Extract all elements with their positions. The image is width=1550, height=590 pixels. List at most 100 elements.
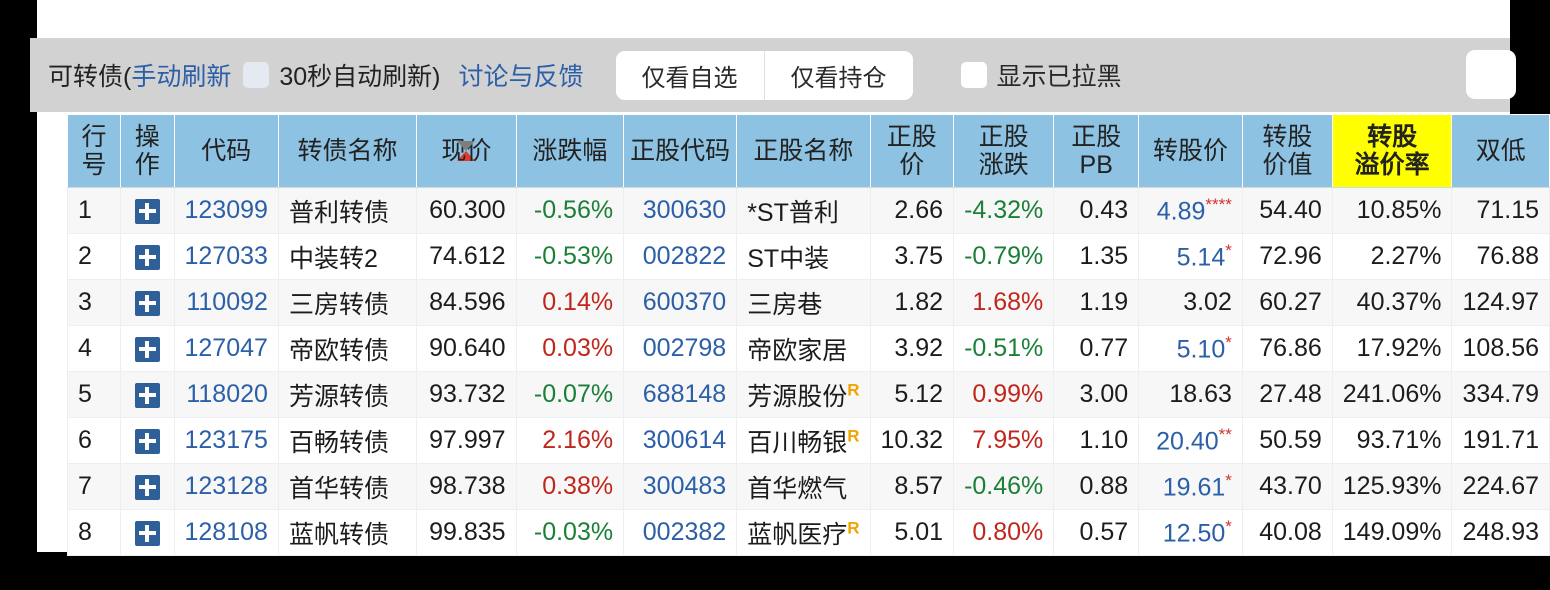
- table-row[interactable]: 7 123128 首华转债 98.738 0.38% 300483 首华燃气 8.57 -0.4…: [67, 463, 1550, 510]
- cell-change-pct: 0.38%: [515, 463, 625, 510]
- cell-conv-price[interactable]: 4.89****: [1138, 187, 1243, 234]
- col-header-price[interactable]: 现价: [416, 114, 517, 188]
- col-header-premium[interactable]: 转股 溢价率: [1331, 114, 1453, 188]
- plus-icon[interactable]: [134, 290, 160, 316]
- cell-rownum: 5: [67, 371, 121, 418]
- cell-action[interactable]: [120, 463, 175, 510]
- cell-premium: 40.37%: [1331, 279, 1453, 326]
- cell-stock-pb: 1.10: [1053, 417, 1140, 464]
- cell-change-pct: 0.14%: [515, 279, 625, 326]
- col-header-code[interactable]: 代码: [173, 114, 279, 188]
- plus-icon[interactable]: [134, 382, 160, 408]
- col-header-stock-price[interactable]: 正股价: [869, 114, 955, 188]
- col-header-double-low[interactable]: 双低: [1451, 114, 1550, 188]
- table-row[interactable]: 3 110092 三房转债 84.596 0.14% 600370 三房巷 1.82 1.68%…: [67, 279, 1550, 326]
- cell-action[interactable]: [120, 509, 175, 556]
- toolbar-edge-button[interactable]: [1466, 50, 1516, 99]
- table-row[interactable]: 1 123099 普利转债 60.300 -0.56% 300630 *ST普利 2.66 -4…: [67, 187, 1550, 234]
- cell-stock-code[interactable]: 002822: [623, 233, 738, 280]
- cell-stock-code[interactable]: 688148: [623, 371, 738, 418]
- col-header-rownum[interactable]: 行号: [67, 114, 121, 188]
- table-row[interactable]: 5 118020 芳源转债 93.732 -0.07% 688148 芳源股份R 5.12 0.…: [67, 371, 1550, 418]
- cell-premium: 241.06%: [1331, 371, 1453, 418]
- show-blacklisted-checkbox[interactable]: [960, 62, 987, 88]
- cell-stock-name[interactable]: *ST普利: [736, 187, 871, 234]
- cell-premium: 2.27%: [1331, 233, 1453, 280]
- cell-action[interactable]: [120, 325, 175, 372]
- plus-icon[interactable]: [134, 198, 160, 224]
- cell-stock-code[interactable]: 002798: [623, 325, 738, 372]
- cell-bond-name[interactable]: 芳源转债: [277, 371, 418, 418]
- cell-code[interactable]: 127033: [173, 233, 279, 280]
- cell-conv-price[interactable]: 20.40**: [1138, 417, 1243, 464]
- cell-stock-code[interactable]: 300614: [623, 417, 738, 464]
- table-row[interactable]: 8 128108 蓝帆转债 99.835 -0.03% 002382 蓝帆医疗R 5.01 0.…: [67, 509, 1550, 556]
- cell-bond-name[interactable]: 首华转债: [277, 463, 418, 510]
- col-header-stock-code[interactable]: 正股代码: [623, 114, 738, 188]
- filter-button-group: 仅看自选 仅看持仓: [615, 50, 913, 100]
- cell-action[interactable]: [120, 417, 175, 464]
- col-header-change-pct[interactable]: 涨跌幅: [515, 114, 625, 188]
- manual-refresh-link[interactable]: 手动刷新: [131, 63, 232, 91]
- cell-stock-name[interactable]: 蓝帆医疗R: [736, 509, 871, 556]
- auto-refresh-label: 30秒自动刷新): [279, 63, 441, 91]
- cell-action[interactable]: [120, 371, 175, 418]
- cell-code[interactable]: 118020: [173, 371, 279, 418]
- cell-conv-price[interactable]: 12.50*: [1138, 509, 1243, 556]
- cell-stock-name[interactable]: 帝欧家居: [736, 325, 871, 372]
- holdings-only-button[interactable]: 仅看持仓: [763, 50, 913, 100]
- col-header-stock-pb[interactable]: 正股 PB: [1053, 114, 1140, 188]
- cell-stock-name[interactable]: 百川畅银R: [736, 417, 871, 464]
- cell-stock-name[interactable]: 芳源股份R: [736, 371, 871, 418]
- plus-icon[interactable]: [134, 428, 160, 454]
- cell-bond-name[interactable]: 中装转2: [277, 233, 418, 280]
- cell-action[interactable]: [120, 279, 175, 326]
- plus-icon[interactable]: [134, 520, 160, 546]
- cell-code[interactable]: 123099: [173, 187, 279, 234]
- cell-stock-code[interactable]: 002382: [623, 509, 738, 556]
- cell-code[interactable]: 123175: [173, 417, 279, 464]
- cell-bond-name[interactable]: 蓝帆转债: [277, 509, 418, 556]
- cell-code[interactable]: 123128: [173, 463, 279, 510]
- cell-conv-price: 18.63: [1138, 371, 1243, 418]
- cell-conv-price[interactable]: 5.14*: [1138, 233, 1243, 280]
- cell-action[interactable]: [120, 187, 175, 234]
- col-header-conv-value[interactable]: 转股 价值: [1241, 114, 1333, 188]
- col-header-bond-name[interactable]: 转债名称: [277, 114, 418, 188]
- table-row[interactable]: 6 123175 百畅转债 97.997 2.16% 300614 百川畅银R 10.32 7.…: [67, 417, 1550, 464]
- col-header-conv-price[interactable]: 转股价: [1138, 114, 1243, 188]
- cell-code[interactable]: 127047: [173, 325, 279, 372]
- table-row[interactable]: 4 127047 帝欧转债 90.640 0.03% 002798 帝欧家居 3.92 -0.5…: [67, 325, 1550, 372]
- cell-bond-name[interactable]: 百畅转债: [277, 417, 418, 464]
- cell-conv-price[interactable]: 19.61*: [1138, 463, 1243, 510]
- cell-stock-name[interactable]: 首华燃气: [736, 463, 871, 510]
- cell-bond-name[interactable]: 帝欧转债: [277, 325, 418, 372]
- col-header-action[interactable]: 操作: [120, 114, 175, 188]
- cell-stock-code[interactable]: 300630: [623, 187, 738, 234]
- cell-stock-pb: 0.77: [1053, 325, 1140, 372]
- cell-action[interactable]: [120, 233, 175, 280]
- plus-icon[interactable]: [134, 474, 160, 500]
- cell-rownum: 1: [67, 187, 121, 234]
- plus-icon[interactable]: [134, 244, 160, 270]
- col-header-stock-change[interactable]: 正股 涨跌: [953, 114, 1055, 188]
- plus-icon[interactable]: [134, 336, 160, 362]
- table-row[interactable]: 2 127033 中装转2 74.612 -0.53% 002822 ST中装 3.75 -0.…: [67, 233, 1550, 280]
- toolbar: 可转债(手动刷新 30秒自动刷新) 讨论与反馈 仅看自选 仅看持仓 显示已拉黑: [30, 38, 1510, 112]
- cell-code[interactable]: 110092: [173, 279, 279, 326]
- cell-bond-name[interactable]: 普利转债: [277, 187, 418, 234]
- cell-stock-price: 2.66: [869, 187, 955, 234]
- auto-refresh-checkbox[interactable]: [243, 62, 270, 88]
- cell-change-pct: -0.56%: [515, 187, 625, 234]
- watchlist-only-button[interactable]: 仅看自选: [615, 50, 764, 100]
- col-header-stock-name[interactable]: 正股名称: [736, 114, 871, 188]
- feedback-link[interactable]: 讨论与反馈: [458, 63, 584, 91]
- cell-stock-name[interactable]: 三房巷: [736, 279, 871, 326]
- cell-stock-code[interactable]: 300483: [623, 463, 738, 510]
- cell-premium: 17.92%: [1331, 325, 1453, 372]
- cell-code[interactable]: 128108: [173, 509, 279, 556]
- cell-conv-price[interactable]: 5.10*: [1138, 325, 1243, 372]
- cell-stock-code[interactable]: 600370: [623, 279, 738, 326]
- cell-bond-name[interactable]: 三房转债: [277, 279, 418, 326]
- cell-stock-name[interactable]: ST中装: [736, 233, 871, 280]
